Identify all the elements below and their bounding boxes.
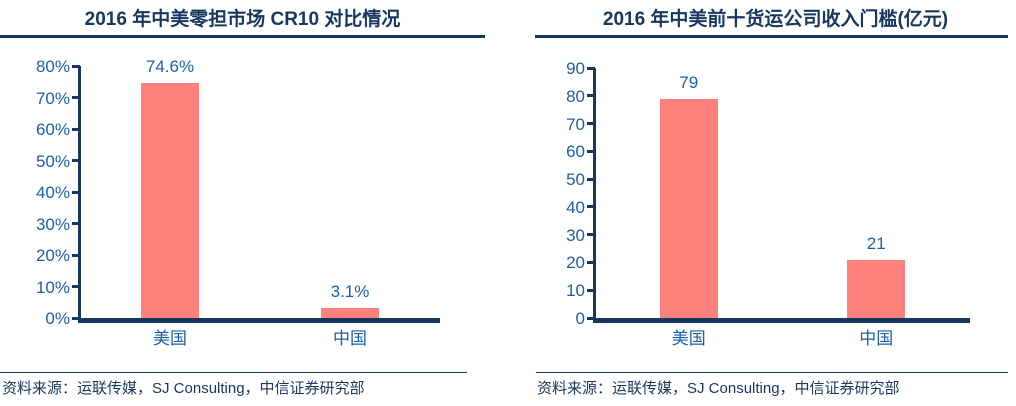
y-tick-label: 30 [566,225,585,245]
y-tick-label: 0% [45,309,70,328]
y-tick-label: 60 [566,142,585,162]
y-tick-mark [587,260,595,264]
bar [321,308,379,318]
y-tick-label: 90 [566,59,585,78]
x-axis-line [593,318,970,323]
x-tick-label: 中国 [859,329,894,348]
x-tick-label: 美国 [153,329,187,348]
y-tick-label: 70 [566,114,585,134]
y-tick-mark [72,127,80,131]
bar-value-label: 21 [866,233,886,253]
y-tick-label: 70% [35,88,70,108]
y-tick-mark [587,149,595,153]
y-tick-label: 50 [566,170,585,190]
source-divider [0,372,467,373]
bar-chart-revenue-threshold: 0 10 20 30 40 50 60 70 80 90 79 美国 21 中国 [535,38,1016,360]
source-divider [536,372,1008,373]
y-tick-label: 10% [35,277,70,297]
bar [659,98,718,318]
source-note: 资料来源：运联传媒，SJ Consulting，中信证券研究部 [2,380,365,397]
y-tick-mark [587,122,595,126]
y-tick-label: 20 [566,253,585,273]
chart-panel-cr10: 2016 年中美零担市场 CR10 对比情况 0% 10% 20% 30% 40% 50%… [0,0,485,406]
y-tick-mark [72,190,80,194]
bar-chart-cr10: 0% 10% 20% 30% 40% 50% 60% 70% 80% 74.6% 美国 3.1% 中国 [0,38,485,360]
y-tick-mark [72,253,80,257]
y-tick-mark [587,288,595,292]
y-tick-label: 30% [35,214,70,234]
y-tick-label: 60% [35,120,70,139]
y-tick-mark [72,285,80,288]
y-tick-label: 80 [566,86,585,106]
y-tick-label: 40 [566,197,585,217]
x-tick-label: 美国 [671,329,706,348]
bar-value-label: 3.1% [330,282,370,302]
y-tick-mark [72,316,80,320]
bar-value-label: 79 [679,72,699,92]
y-tick-mark [587,94,595,98]
x-tick-label: 中国 [333,329,367,348]
chart-panel-revenue-threshold: 2016 年中美前十货运公司收入门槛(亿元) 0 10 20 30 40 50 60 70 80… [535,0,1016,406]
title-underline [0,35,485,38]
bar-value-label: 74.6% [145,57,195,76]
y-tick-mark [587,177,595,181]
y-tick-mark [72,64,80,68]
y-tick-label: 0 [575,309,585,328]
y-tick-mark [587,316,595,320]
chart-title: 2016 年中美前十货运公司收入门槛(亿元) [602,9,949,30]
y-tick-mark [72,96,80,99]
y-tick-label: 20% [35,246,70,265]
title-underline [535,35,1008,38]
y-tick-label: 10 [566,281,585,301]
y-tick-mark [72,222,80,225]
x-axis-line [78,318,440,323]
y-tick-label: 40% [35,183,70,202]
y-tick-mark [72,159,80,162]
y-tick-mark [587,205,595,209]
y-tick-label: 80% [35,57,70,76]
y-tick-label: 50% [35,151,70,171]
y-axis-line [593,68,596,323]
bar [847,259,906,318]
source-note: 资料来源：运联传媒，SJ Consulting，中信证券研究部 [537,380,900,397]
y-axis-line [78,66,81,323]
bar [141,83,199,318]
y-tick-mark [587,233,595,237]
chart-title: 2016 年中美零担市场 CR10 对比情况 [84,9,401,30]
y-tick-mark [587,66,595,70]
